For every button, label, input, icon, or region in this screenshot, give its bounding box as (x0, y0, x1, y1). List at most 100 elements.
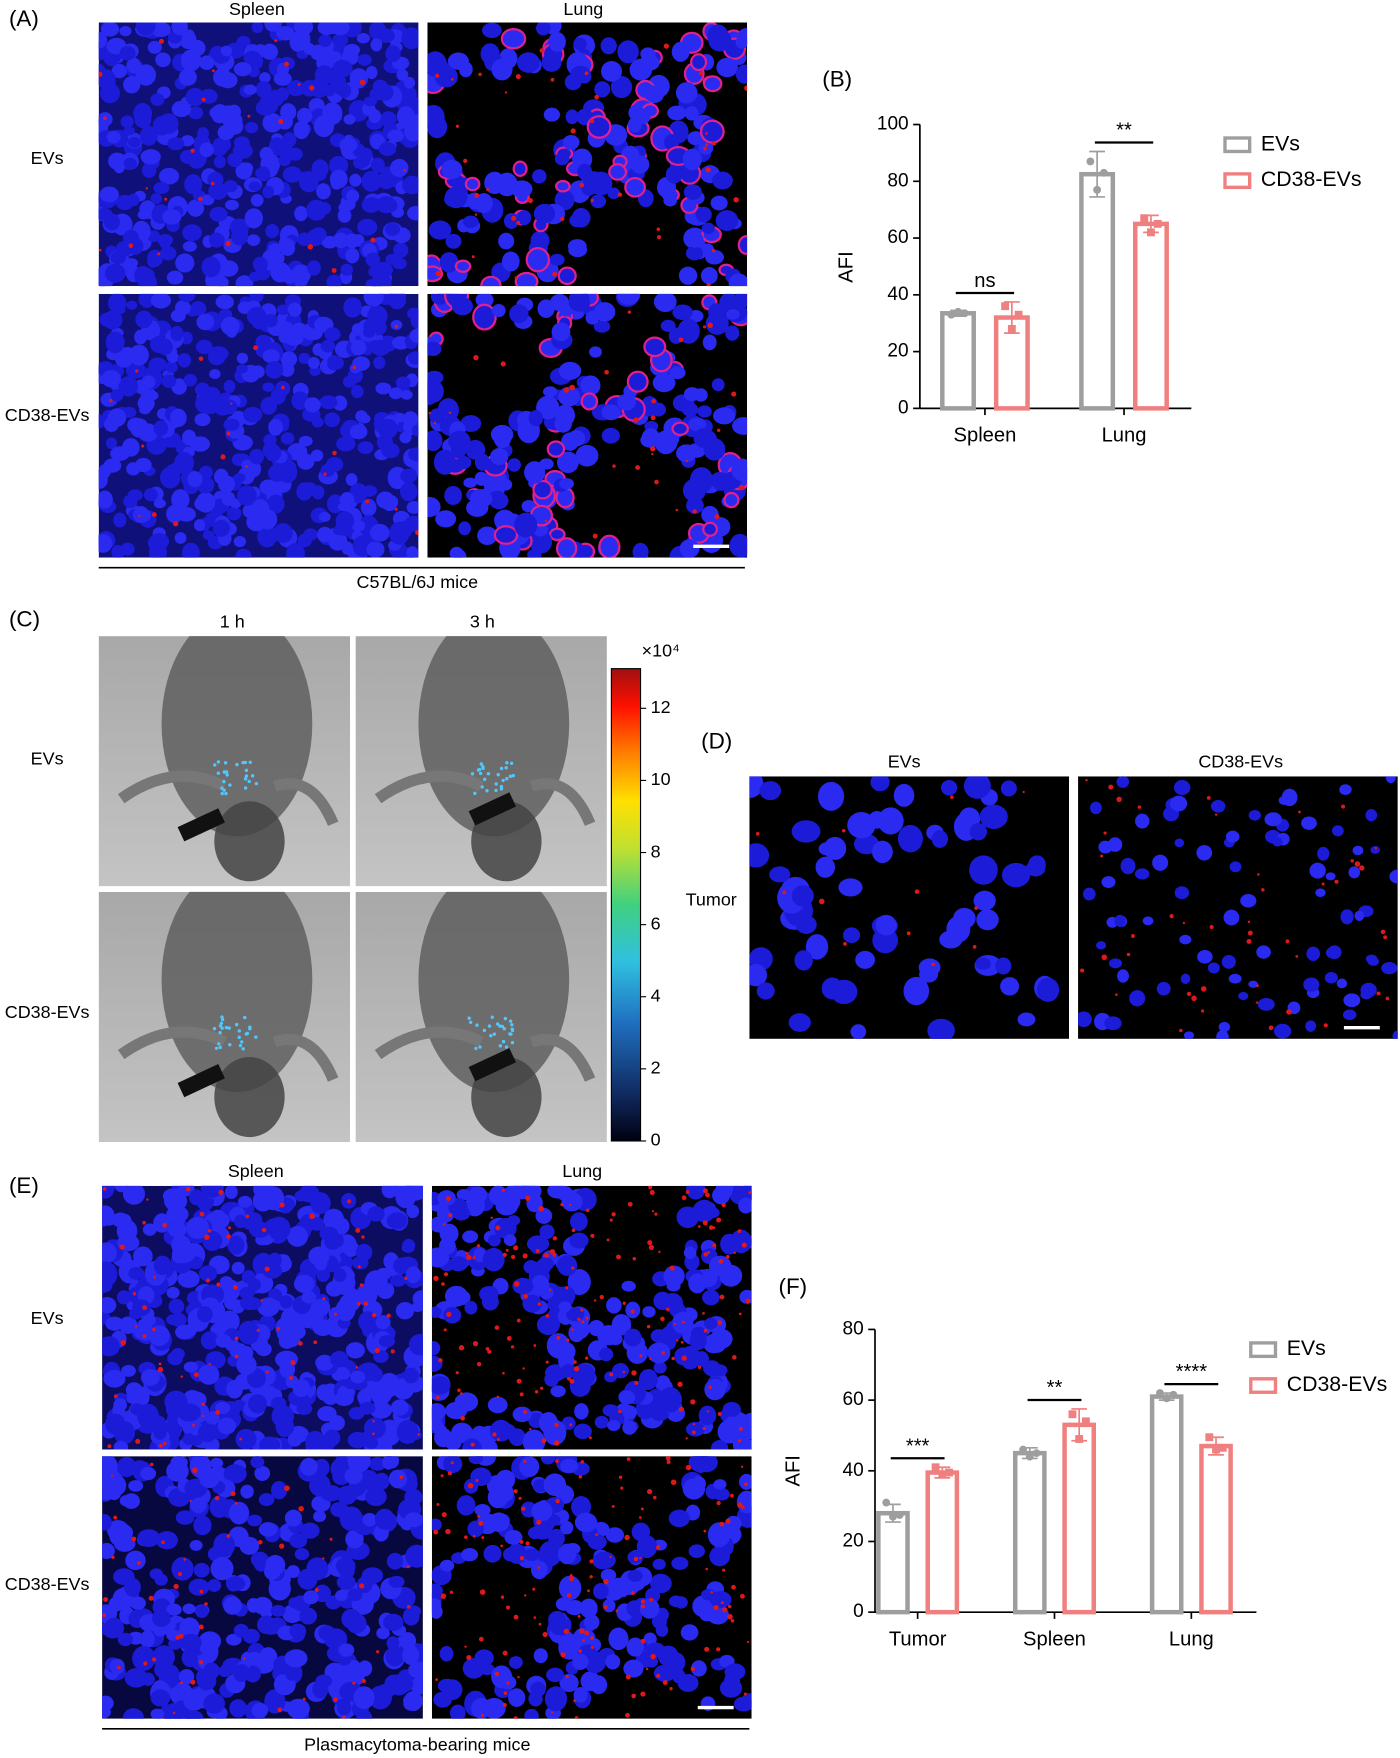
nucleus (284, 1649, 308, 1668)
nucleus (203, 1693, 226, 1714)
nucleus (194, 382, 211, 397)
nucleus (396, 1419, 419, 1444)
nucleus (685, 246, 703, 261)
speck (655, 1545, 661, 1550)
nucleus (395, 1301, 415, 1320)
nucleus (946, 916, 971, 943)
speck (702, 1312, 705, 1315)
speck (573, 1699, 577, 1703)
nucleus (541, 53, 562, 72)
nucleus (544, 1364, 567, 1382)
nucleus (198, 1364, 220, 1385)
speck (464, 1535, 468, 1539)
speck (107, 1444, 112, 1449)
speck (719, 1294, 725, 1300)
signal (244, 768, 249, 773)
nucleus (296, 107, 313, 124)
nucleus (641, 428, 660, 448)
speck (627, 310, 632, 314)
nucleus (1317, 846, 1330, 861)
nucleus (182, 241, 197, 252)
speck (571, 1266, 575, 1270)
speck (579, 1628, 585, 1634)
bar (1199, 1443, 1233, 1615)
nucleus (720, 1233, 739, 1255)
speck (712, 1243, 717, 1248)
nucleus (182, 1603, 196, 1615)
nucleus (153, 1255, 172, 1276)
nucleus (165, 464, 181, 482)
nucleus (310, 449, 324, 462)
nucleus (1256, 945, 1271, 959)
nucleus (512, 160, 528, 177)
nucleus (536, 1263, 551, 1274)
speck (633, 1556, 639, 1562)
nucleus (609, 1632, 627, 1650)
nucleus (701, 505, 719, 524)
nucleus (666, 1652, 686, 1673)
speck (733, 1251, 736, 1255)
nucleus (256, 166, 271, 182)
nucleus (740, 1412, 752, 1440)
nucleus (307, 356, 320, 369)
nucleus (246, 234, 261, 246)
speck (474, 193, 480, 198)
nucleus (396, 106, 415, 127)
bar (1149, 1394, 1184, 1615)
nucleus (351, 520, 366, 532)
speck (261, 1227, 267, 1233)
nucleus (313, 170, 327, 181)
nucleus (259, 1605, 273, 1619)
nucleus (1257, 997, 1275, 1011)
nucleus (443, 1456, 463, 1474)
nucleus (122, 1185, 146, 1205)
nucleus (268, 243, 282, 254)
nucleus (1354, 910, 1365, 922)
nucleus (769, 866, 791, 883)
panel-label: (A) (9, 6, 39, 31)
speck (638, 1516, 642, 1519)
nucleus (335, 511, 355, 532)
speck (744, 1482, 748, 1487)
nucleus (166, 352, 180, 363)
mouse-image (98, 891, 350, 1143)
speck (569, 1378, 575, 1384)
nucleus (170, 408, 187, 428)
nucleus (462, 1230, 479, 1243)
nucleus (102, 1242, 117, 1264)
nucleus (345, 248, 360, 264)
nucleus (134, 267, 155, 284)
nucleus (791, 820, 821, 843)
nucleus (624, 177, 646, 198)
nucleus (507, 458, 521, 472)
speck (1209, 924, 1214, 930)
signal (216, 771, 221, 775)
speck (1100, 854, 1104, 858)
nucleus (703, 1360, 721, 1377)
speck (523, 1460, 527, 1464)
nucleus (216, 276, 229, 287)
speck (906, 931, 911, 936)
speck (505, 1605, 511, 1610)
nucleus (177, 353, 192, 368)
nucleus (335, 1557, 356, 1575)
nucleus (236, 364, 248, 374)
speck (522, 1367, 525, 1370)
speck (713, 1605, 719, 1611)
nucleus (606, 1297, 622, 1314)
nucleus (123, 229, 140, 247)
nucleus (363, 293, 384, 307)
nucleus (291, 34, 311, 50)
nucleus (610, 75, 633, 99)
speck (1103, 831, 1107, 835)
nucleus (339, 491, 355, 509)
speck (603, 1605, 608, 1609)
speck (542, 1632, 548, 1638)
micrograph (431, 1456, 752, 1719)
significance-label: ns (974, 270, 995, 292)
nucleus (349, 68, 369, 89)
nucleus (731, 458, 748, 482)
x-tick-label: Spleen (954, 425, 1017, 447)
nucleus (643, 336, 667, 358)
speck (142, 1305, 147, 1311)
